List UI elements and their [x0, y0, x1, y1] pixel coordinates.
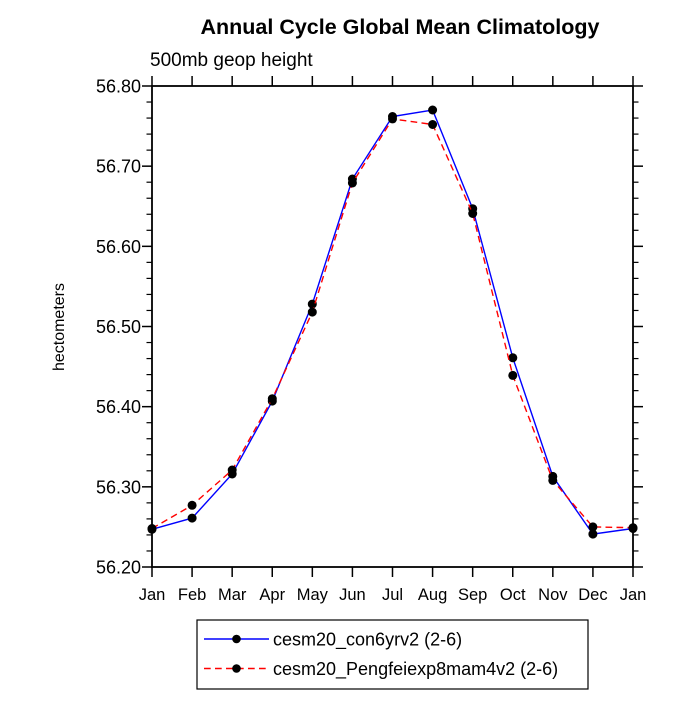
x-axis-tick-label: Jun	[339, 586, 366, 604]
data-point-marker	[347, 178, 357, 188]
data-point-marker	[508, 353, 518, 363]
x-axis-tick-label: Apr	[259, 586, 285, 604]
y-axis-tick-label: 56.80	[96, 77, 141, 97]
data-point-marker	[588, 529, 598, 539]
legend-marker	[232, 634, 241, 644]
y-axis-tick-label: 56.30	[96, 477, 141, 497]
data-point-marker	[187, 500, 197, 510]
plot-frame	[151, 85, 634, 568]
x-axis-tick-label: Oct	[500, 586, 526, 604]
legend: cesm20_con6yrv2 (2-6) cesm20_Pengfeiexp8m…	[196, 619, 589, 690]
chart-title: Annual Cycle Global Mean Climatology	[200, 15, 599, 39]
axes-layer: Jan Feb Mar Apr May Jun Jul Aug Sep Oct Nov Dec Jan 5…	[96, 76, 646, 604]
data-point-marker	[187, 513, 197, 523]
x-axis-tick-label: Aug	[418, 586, 447, 604]
x-axis-tick-label: Dec	[578, 586, 607, 604]
data-point-marker	[227, 465, 237, 475]
data-point-marker	[428, 120, 438, 129]
y-axis-tick-label: 56.50	[96, 317, 141, 337]
y-axis-title: hectometers	[51, 283, 68, 371]
x-axis-tick-label: Jan	[620, 586, 647, 604]
legend-marker	[232, 664, 241, 673]
y-axis-tick-label: 56.70	[96, 157, 141, 177]
data-point-marker	[468, 209, 478, 218]
x-axis-tick-label: Feb	[178, 586, 206, 604]
y-axis-tick-label: 56.60	[96, 237, 141, 257]
x-axis-tick-label: Jan	[139, 586, 166, 604]
x-axis-tick-label: Sep	[458, 586, 487, 604]
data-point-marker	[548, 475, 558, 485]
legend-label: cesm20_Pengfeiexp8mam4v2 (2-6)	[273, 659, 558, 680]
legend-label: cesm20_con6yrv2 (2-6)	[273, 629, 462, 650]
x-axis-tick-label: Nov	[538, 586, 568, 604]
chart-subtitle: 500mb geop height	[150, 50, 313, 71]
data-point-marker	[428, 105, 438, 115]
data-point-marker	[508, 370, 518, 380]
series-layer	[147, 105, 638, 539]
x-axis-tick-label: May	[297, 586, 329, 604]
y-axis-tick-label: 56.20	[96, 558, 141, 578]
x-axis-tick-label: Mar	[218, 586, 247, 604]
y-axis-tick-label: 56.40	[96, 397, 141, 417]
data-point-marker	[588, 522, 598, 532]
legend-box	[196, 619, 589, 690]
data-point-marker	[307, 299, 317, 309]
data-point-marker	[267, 394, 277, 404]
data-point-marker	[307, 307, 317, 317]
x-axis-tick-label: Jul	[382, 586, 403, 604]
data-point-marker	[388, 114, 397, 124]
